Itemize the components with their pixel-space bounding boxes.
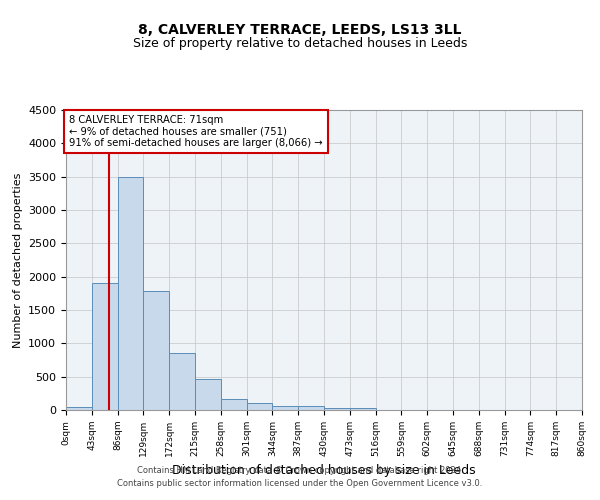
Bar <box>118 176 143 410</box>
X-axis label: Distribution of detached houses by size in Leeds: Distribution of detached houses by size … <box>172 464 476 477</box>
Bar <box>272 406 298 410</box>
Bar <box>92 284 118 410</box>
Bar <box>143 292 169 410</box>
Bar <box>247 404 272 410</box>
Bar <box>169 354 195 410</box>
Y-axis label: Number of detached properties: Number of detached properties <box>13 172 23 348</box>
Text: 8 CALVERLEY TERRACE: 71sqm
← 9% of detached houses are smaller (751)
91% of semi: 8 CALVERLEY TERRACE: 71sqm ← 9% of detac… <box>69 114 323 148</box>
Text: Size of property relative to detached houses in Leeds: Size of property relative to detached ho… <box>133 38 467 51</box>
Text: Contains HM Land Registry data © Crown copyright and database right 2024.
Contai: Contains HM Land Registry data © Crown c… <box>118 466 482 487</box>
Text: 8, CALVERLEY TERRACE, LEEDS, LS13 3LL: 8, CALVERLEY TERRACE, LEEDS, LS13 3LL <box>138 22 462 36</box>
Bar <box>298 406 324 410</box>
Bar <box>195 380 221 410</box>
Bar <box>350 408 376 410</box>
Bar <box>324 408 350 410</box>
Bar <box>66 406 92 410</box>
Bar <box>221 400 247 410</box>
